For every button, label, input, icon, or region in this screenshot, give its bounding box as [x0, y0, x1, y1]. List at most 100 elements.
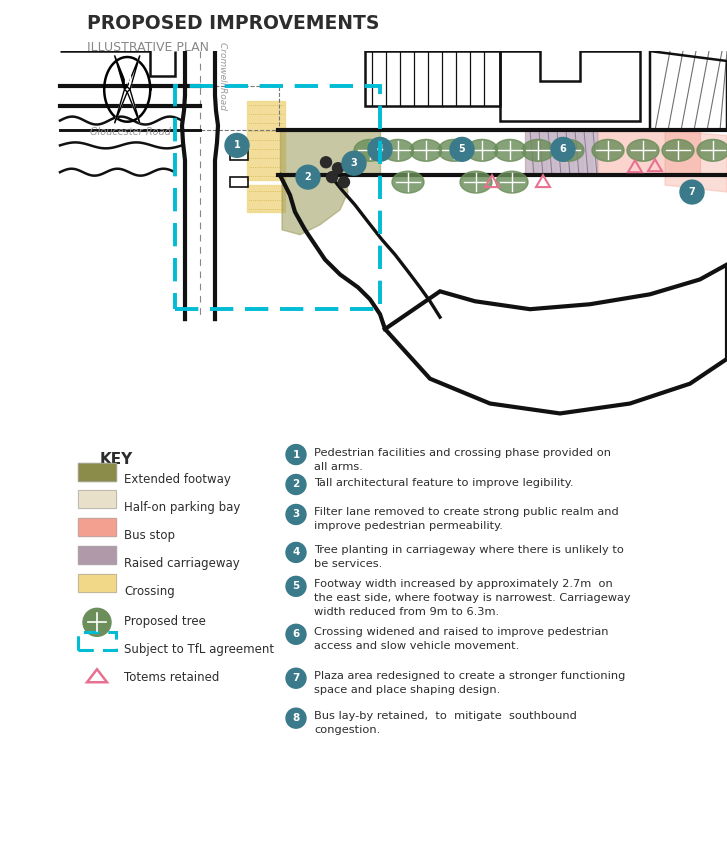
Bar — [78, 490, 116, 508]
Circle shape — [286, 444, 306, 465]
Text: KEY: KEY — [100, 452, 133, 466]
Bar — [568, 133, 574, 172]
Text: Extended footway: Extended footway — [124, 473, 231, 486]
Ellipse shape — [494, 140, 526, 162]
Text: 6: 6 — [292, 629, 300, 639]
Circle shape — [332, 163, 343, 174]
Circle shape — [680, 180, 704, 204]
Text: Plaza area redesigned to create a stronger functioning: Plaza area redesigned to create a strong… — [314, 671, 625, 682]
Polygon shape — [247, 186, 285, 212]
Bar — [78, 632, 116, 650]
Text: 4: 4 — [292, 547, 300, 557]
Bar — [230, 151, 248, 160]
Ellipse shape — [354, 140, 386, 162]
Polygon shape — [127, 89, 140, 123]
Text: Subject to TfL agreement: Subject to TfL agreement — [124, 643, 274, 656]
Text: access and slow vehicle movement.: access and slow vehicle movement. — [314, 642, 519, 651]
Bar — [183, 86, 279, 130]
Text: 1: 1 — [292, 449, 300, 460]
Text: be services.: be services. — [314, 559, 382, 569]
Ellipse shape — [382, 140, 414, 162]
Polygon shape — [280, 130, 380, 175]
Circle shape — [339, 177, 350, 187]
Text: the east side, where footway is narrowest. Carriageway: the east side, where footway is narrowes… — [314, 593, 630, 603]
Ellipse shape — [438, 140, 470, 162]
Text: space and place shaping design.: space and place shaping design. — [314, 685, 500, 695]
Text: 5: 5 — [292, 581, 300, 591]
Text: Half-on parking bay: Half-on parking bay — [124, 501, 241, 514]
Bar — [175, 86, 380, 309]
Text: Raised carriageway: Raised carriageway — [124, 557, 240, 570]
Ellipse shape — [522, 140, 554, 162]
Ellipse shape — [662, 140, 694, 162]
Text: ILLUSTRATIVE PLAN: ILLUSTRATIVE PLAN — [87, 42, 209, 54]
Circle shape — [286, 505, 306, 524]
Text: Tree planting in carriageway where there is unlikely to: Tree planting in carriageway where there… — [314, 545, 624, 556]
Circle shape — [450, 138, 474, 162]
Text: Crossing widened and raised to improve pedestrian: Crossing widened and raised to improve p… — [314, 627, 608, 637]
Text: 7: 7 — [292, 673, 300, 683]
Circle shape — [83, 608, 111, 637]
Circle shape — [286, 475, 306, 494]
Ellipse shape — [592, 140, 624, 162]
Circle shape — [286, 668, 306, 688]
Bar — [230, 177, 248, 187]
Polygon shape — [115, 89, 127, 123]
Text: Gloucester Road: Gloucester Road — [89, 128, 170, 138]
Circle shape — [286, 576, 306, 597]
Bar — [78, 546, 116, 564]
Bar — [78, 463, 116, 481]
Text: Proposed tree: Proposed tree — [124, 614, 206, 628]
Text: Bus lay-by retained,  to  mitigate  southbound: Bus lay-by retained, to mitigate southbo… — [314, 711, 577, 721]
Circle shape — [296, 165, 320, 189]
Ellipse shape — [552, 140, 584, 162]
Ellipse shape — [460, 171, 492, 193]
Text: 2: 2 — [305, 172, 311, 182]
Bar — [525, 130, 597, 175]
Polygon shape — [665, 130, 727, 192]
Bar — [78, 574, 116, 592]
Text: improve pedestrian permeability.: improve pedestrian permeability. — [314, 522, 503, 531]
Bar — [78, 546, 116, 564]
Bar — [586, 133, 592, 172]
Text: 3: 3 — [350, 158, 358, 168]
Text: 4: 4 — [377, 145, 383, 154]
Circle shape — [286, 708, 306, 728]
Text: width reduced from 9m to 6.3m.: width reduced from 9m to 6.3m. — [314, 608, 499, 617]
Text: N: N — [123, 77, 132, 86]
Circle shape — [225, 134, 249, 157]
Text: all arms.: all arms. — [314, 461, 363, 471]
Text: Filter lane removed to create strong public realm and: Filter lane removed to create strong pub… — [314, 507, 619, 517]
Polygon shape — [115, 55, 127, 89]
Text: 1: 1 — [233, 140, 241, 151]
Bar — [541, 133, 547, 172]
Text: Footway width increased by approximately 2.7m  on: Footway width increased by approximately… — [314, 580, 613, 590]
Text: 2: 2 — [292, 479, 300, 489]
Bar — [550, 133, 556, 172]
Ellipse shape — [410, 140, 442, 162]
Bar — [532, 133, 538, 172]
Text: 3: 3 — [292, 510, 300, 519]
Text: 7: 7 — [688, 187, 695, 197]
Text: Pedestrian facilities and crossing phase provided on: Pedestrian facilities and crossing phase… — [314, 448, 611, 458]
Circle shape — [326, 172, 337, 183]
Circle shape — [321, 157, 332, 168]
Ellipse shape — [392, 171, 424, 193]
Bar — [577, 133, 583, 172]
Bar — [78, 518, 116, 536]
Text: Bus stop: Bus stop — [124, 529, 175, 542]
Bar — [78, 463, 116, 481]
Text: Tall architectural feature to improve legibility.: Tall architectural feature to improve le… — [314, 477, 574, 488]
Polygon shape — [247, 100, 285, 180]
Text: Crossing: Crossing — [124, 585, 174, 598]
Text: 5: 5 — [459, 145, 465, 154]
Ellipse shape — [466, 140, 498, 162]
Text: 8: 8 — [292, 713, 300, 723]
Text: Totems retained: Totems retained — [124, 671, 220, 683]
Text: PROPOSED IMPROVEMENTS: PROPOSED IMPROVEMENTS — [87, 14, 379, 33]
Circle shape — [342, 151, 366, 175]
Bar — [598, 130, 700, 175]
Text: 6: 6 — [560, 145, 566, 154]
Circle shape — [368, 138, 392, 162]
Bar — [78, 490, 116, 508]
